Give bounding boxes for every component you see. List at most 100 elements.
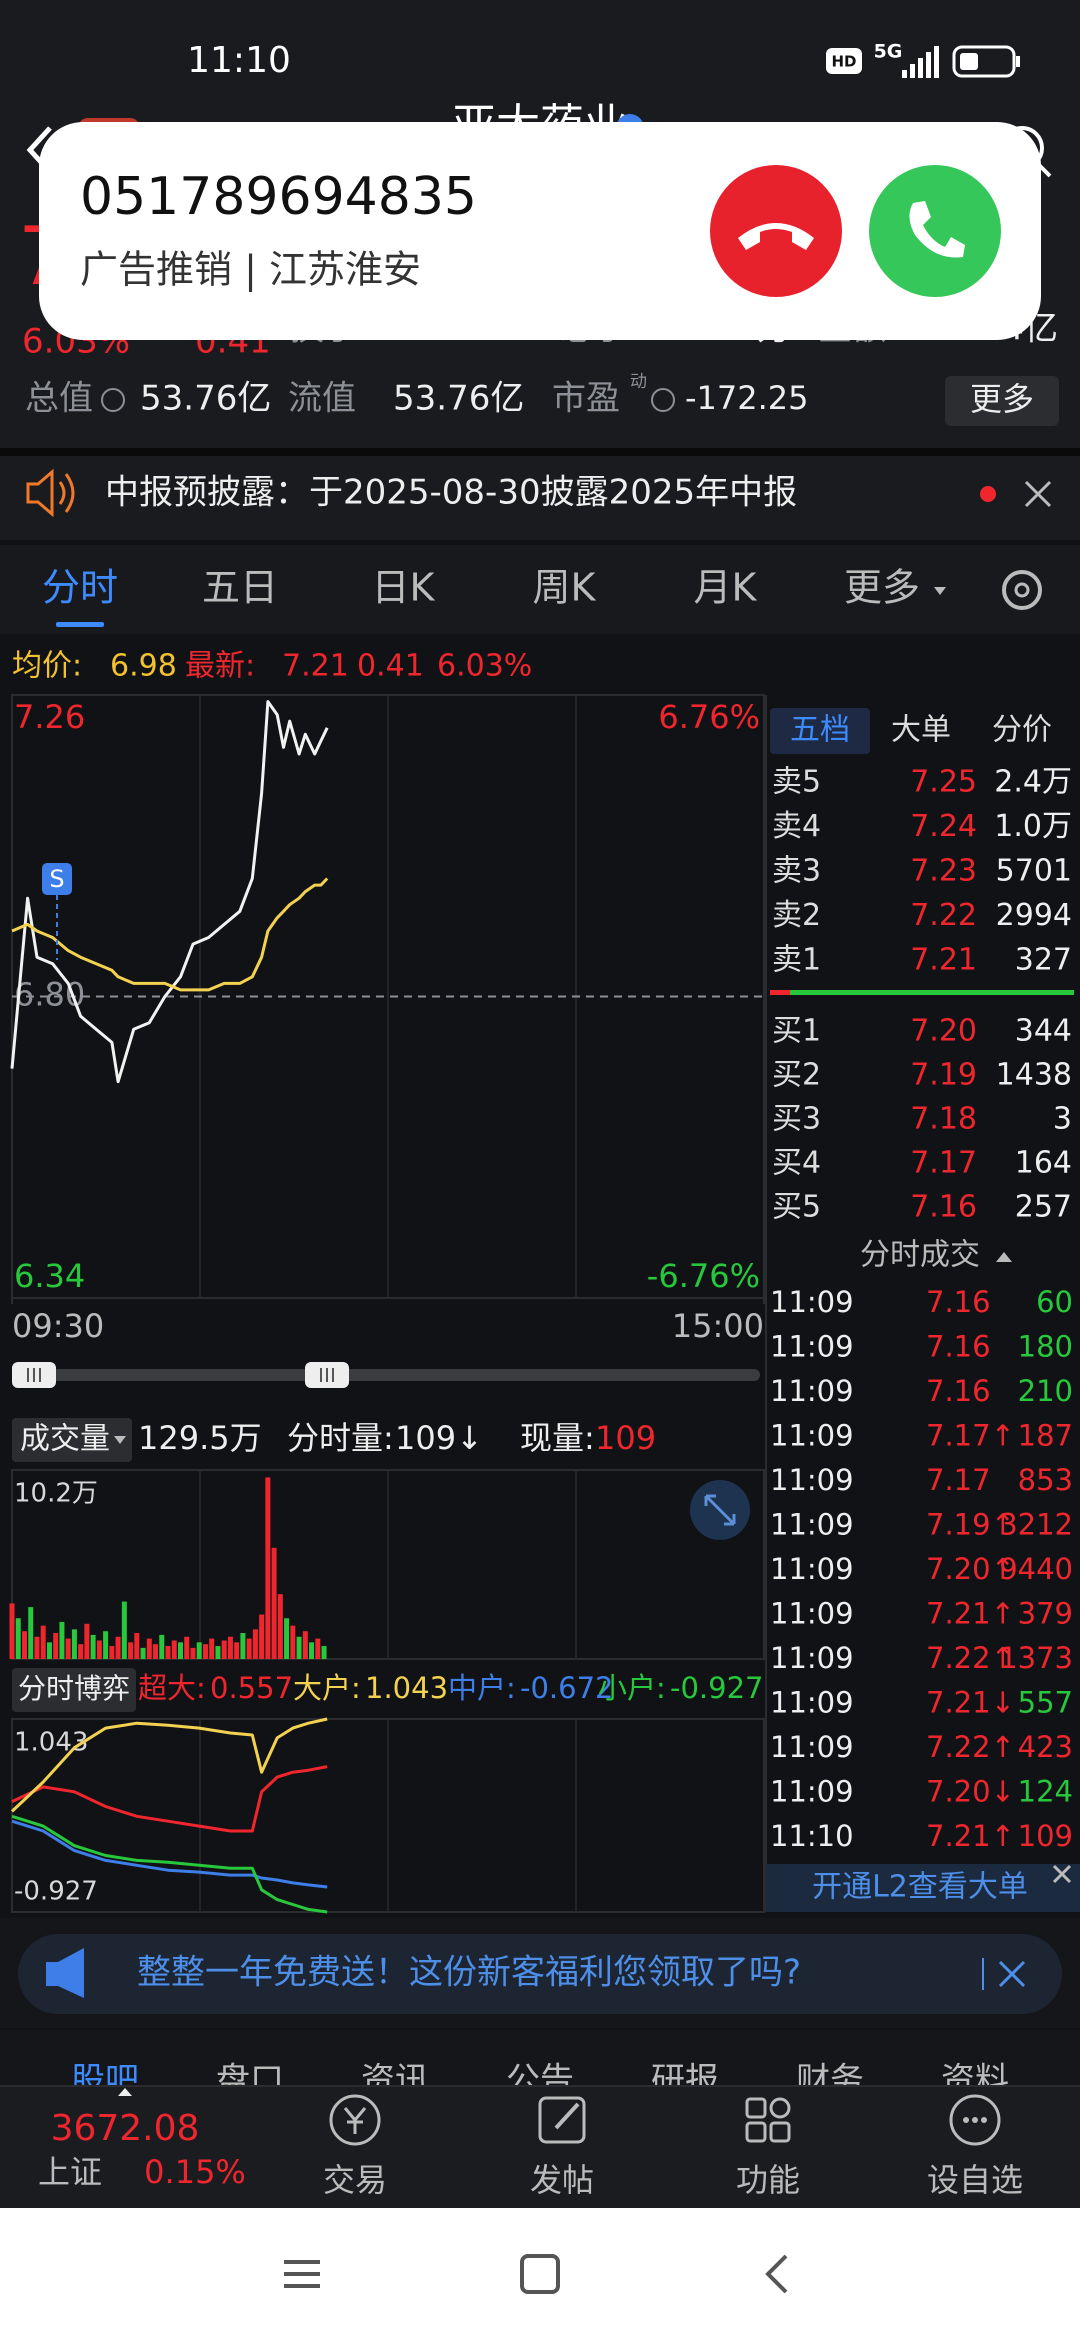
- volume-bar: [146, 1638, 152, 1659]
- trade-price: 7.17↑: [926, 1419, 1015, 1453]
- volume-bar: [34, 1636, 40, 1659]
- battery-tip: [1016, 56, 1020, 67]
- trade-time: 11:09: [770, 1508, 854, 1542]
- legend-name: 超大:: [138, 1671, 206, 1705]
- marker-badge: [42, 863, 72, 895]
- book-level: 买2: [772, 1058, 821, 1093]
- book-level: 卖1: [772, 943, 821, 978]
- index-caret: [118, 2088, 132, 2096]
- system-nav: [0, 2208, 1080, 2340]
- volume-total: 129.5万: [138, 1419, 262, 1457]
- trade-volume: 9440: [999, 1552, 1073, 1586]
- volume-bar: [28, 1607, 34, 1659]
- series-line: [10, 1717, 328, 1813]
- volume-bar: [78, 1644, 84, 1659]
- feature-icon: [769, 2097, 791, 2119]
- watchlist-icon: [949, 2094, 1001, 2146]
- volume-bar: [90, 1634, 96, 1659]
- tab[interactable]: 分时: [42, 566, 118, 610]
- trade-time: 11:09: [770, 1419, 854, 1453]
- feature-icon: [769, 2121, 791, 2143]
- volume-bar: [128, 1642, 134, 1659]
- close-icon[interactable]: [1024, 480, 1052, 508]
- index-value[interactable]: 3672.08: [51, 2108, 200, 2149]
- book-price: 7.22: [910, 898, 977, 933]
- y-tick-label: 10.2万: [14, 1479, 98, 1509]
- more-button[interactable]: [945, 376, 1059, 426]
- volume-bar: [284, 1618, 290, 1659]
- l2-banner[interactable]: [766, 1864, 1080, 1912]
- x-tick-label: 09:30: [12, 1307, 104, 1345]
- y2-tick-label: 6.76%: [658, 698, 760, 736]
- ad-close[interactable]: [998, 1960, 1026, 1988]
- volume-bar: [302, 1631, 308, 1659]
- volume-bar: [59, 1621, 65, 1659]
- volume-bar: [109, 1646, 115, 1659]
- volume-bar: [202, 1644, 208, 1659]
- trade-volume: 1373: [999, 1641, 1073, 1675]
- battery: [952, 45, 1016, 78]
- book-tab[interactable]: 分价: [992, 713, 1052, 748]
- trade-volume: 557: [1018, 1686, 1073, 1720]
- notice-bar: [0, 456, 1080, 540]
- notice-text: 中报预披露：于2025-08-30披露2025年中报: [105, 473, 797, 513]
- trade-volume: 423: [1018, 1730, 1073, 1764]
- trade-price: 7.21↑: [926, 1819, 1015, 1853]
- settings-icon[interactable]: [1002, 570, 1042, 610]
- tab-underline: [56, 622, 104, 627]
- settings-hub: [1014, 582, 1030, 598]
- decline-button[interactable]: [710, 165, 842, 297]
- book-price: 7.20: [910, 1014, 977, 1049]
- nav-label[interactable]: 设自选: [927, 2161, 1023, 2199]
- back-icon[interactable]: [765, 2254, 788, 2294]
- post-icon-pen: [554, 2102, 580, 2130]
- more-label[interactable]: 更多: [970, 380, 1034, 418]
- volume-title[interactable]: 成交量: [20, 1422, 110, 1457]
- trades-title: 分时成交: [860, 1238, 980, 1273]
- trade-time: 11:09: [770, 1285, 854, 1319]
- index-name: 上证: [38, 2153, 102, 2191]
- tab[interactable]: 日K: [372, 566, 436, 610]
- price-info: 最新:: [185, 649, 255, 684]
- legend-value: -0.927: [670, 1671, 764, 1705]
- volume-bar: [190, 1647, 196, 1659]
- accept-icon: [909, 201, 965, 258]
- tab[interactable]: 周K: [533, 566, 597, 610]
- home-icon[interactable]: [520, 2254, 560, 2294]
- book-tab[interactable]: 五档: [790, 713, 850, 748]
- volume-selector[interactable]: [12, 1418, 132, 1462]
- book-tab[interactable]: 大单: [891, 713, 951, 748]
- tab[interactable]: 五日: [202, 566, 278, 610]
- tab[interactable]: 月K: [694, 566, 758, 610]
- slider-track: [12, 1369, 760, 1381]
- price-info: 0.41: [357, 649, 424, 684]
- tab[interactable]: 更多: [844, 566, 920, 610]
- book-price: 7.19: [910, 1058, 977, 1093]
- trade-time: 11:09: [770, 1552, 854, 1586]
- ad-pill[interactable]: [18, 1934, 1062, 2014]
- l2-link[interactable]: 开通L2查看大单: [812, 1870, 1028, 1905]
- book-level: 买4: [772, 1146, 821, 1181]
- ad-text[interactable]: 整整一年免费送！这份新客福利您领取了吗?: [137, 1953, 801, 1993]
- pe-label: 市盈: [552, 379, 620, 419]
- legend-value: 0.557: [210, 1671, 293, 1705]
- series-line: [11, 1765, 328, 1833]
- volume-bar: [121, 1601, 127, 1659]
- book-volume: 257: [1015, 1190, 1072, 1225]
- nav-label[interactable]: 交易: [323, 2161, 387, 2199]
- network-label: 5G: [874, 41, 903, 63]
- trade-price: 7.20↓: [926, 1775, 1015, 1809]
- current-volume-value: 109: [595, 1419, 656, 1457]
- volume-bar: [221, 1640, 227, 1659]
- l2-close[interactable]: [1052, 1864, 1072, 1884]
- legend-value: 1.043: [365, 1671, 448, 1705]
- nav-label[interactable]: 发帖: [530, 2161, 594, 2199]
- book-price: 7.16: [910, 1190, 977, 1225]
- info-icon: [101, 388, 125, 412]
- post-icon: [538, 2096, 586, 2144]
- book-level: 买3: [772, 1102, 821, 1137]
- volume-bar: [115, 1636, 121, 1659]
- nav-label[interactable]: 功能: [736, 2161, 800, 2199]
- accept-button[interactable]: [869, 165, 1001, 297]
